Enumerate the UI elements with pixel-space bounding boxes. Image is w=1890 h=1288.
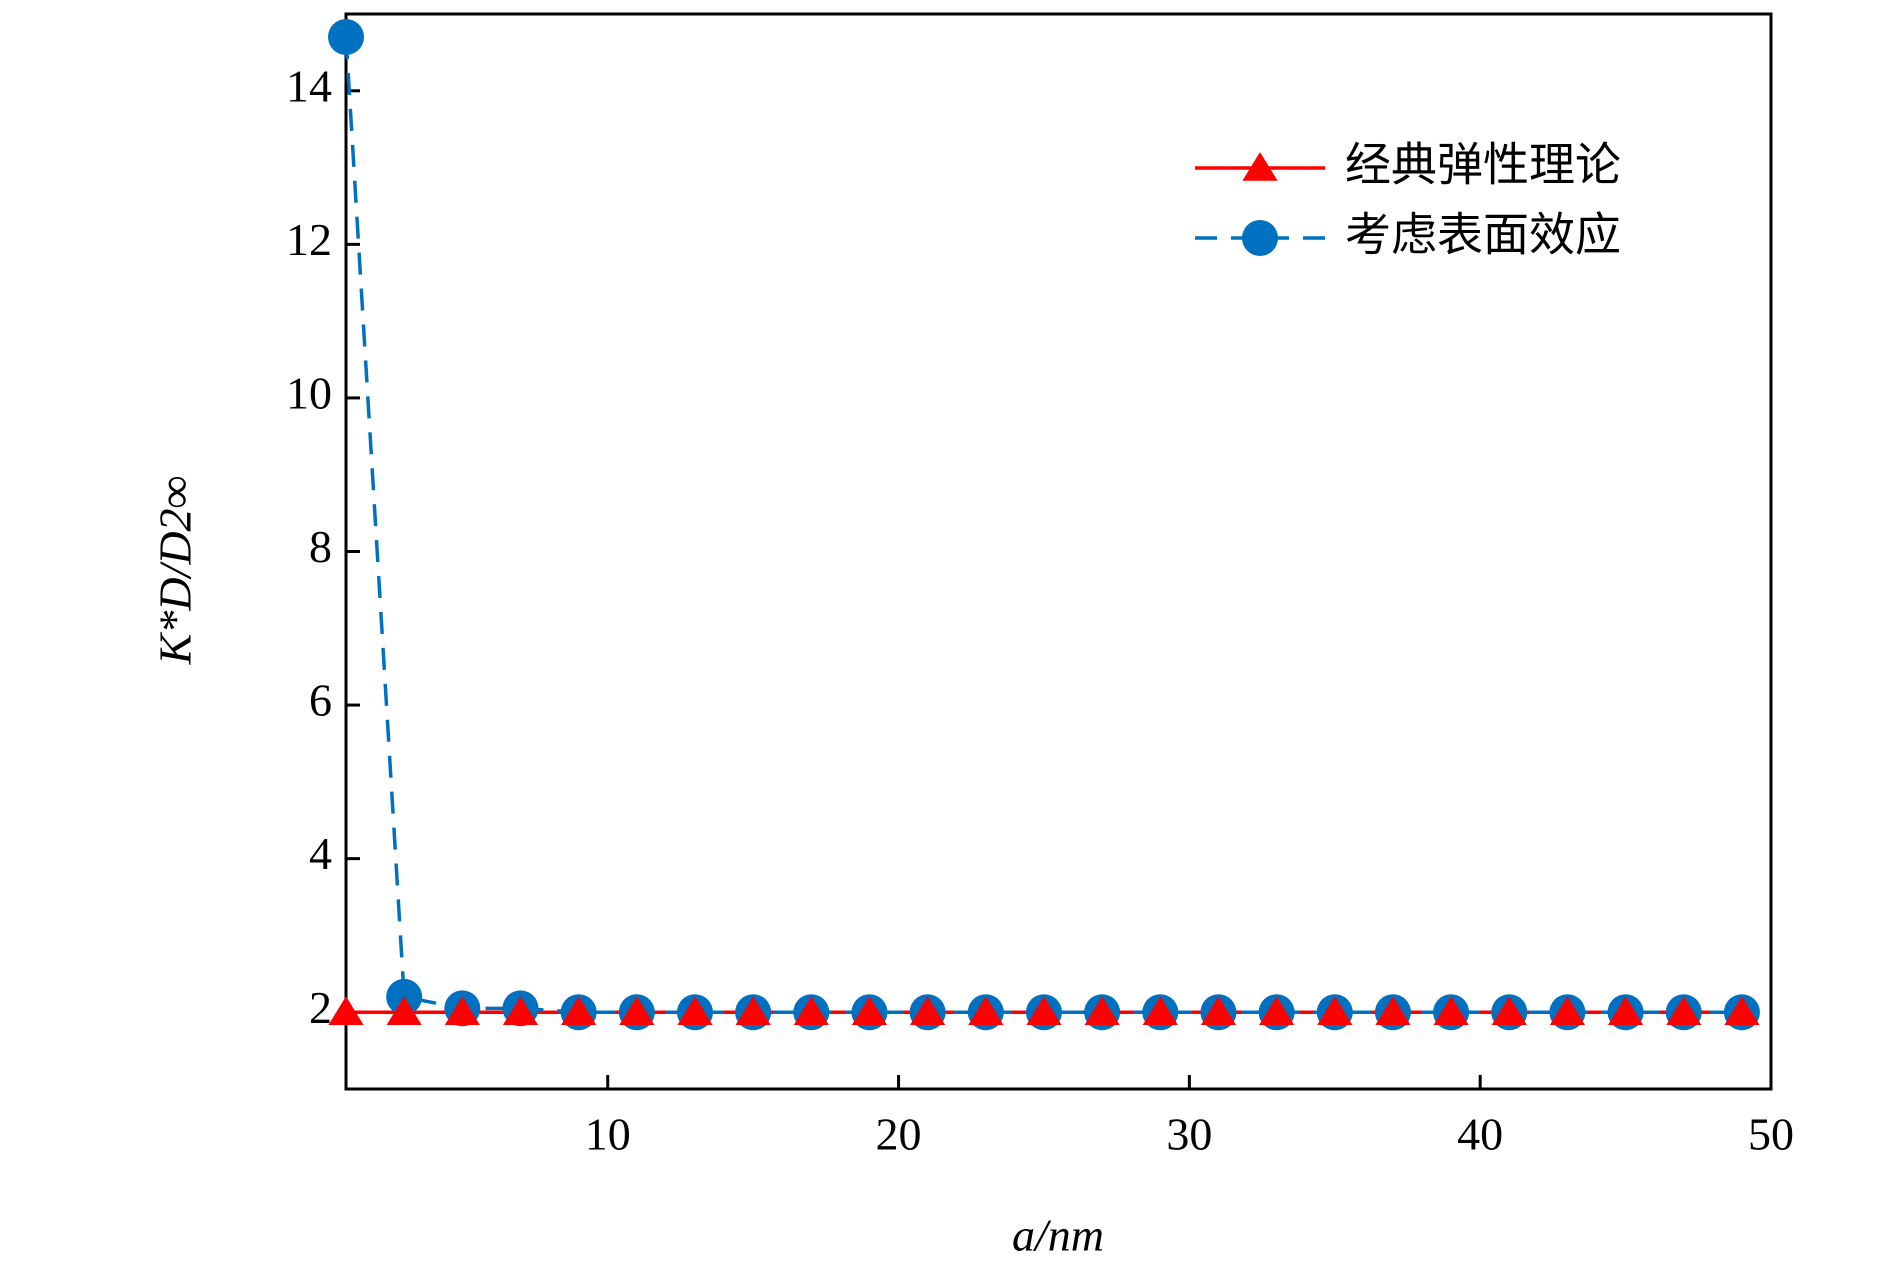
legend-label: 考虑表面效应	[1345, 208, 1621, 262]
point	[561, 996, 597, 1026]
point	[1433, 996, 1469, 1026]
y-axis-label: K*D/D2∞	[150, 476, 201, 666]
point	[1549, 996, 1586, 1026]
x-tick-label: 50	[1748, 1109, 1794, 1160]
legend-marker	[1242, 220, 1278, 256]
y-tick-label: 6	[309, 675, 332, 726]
point	[1084, 996, 1120, 1026]
x-tick-label: 10	[585, 1109, 631, 1160]
legend-label: 经典弹性理论	[1345, 138, 1621, 192]
y-tick-label: 4	[309, 828, 332, 879]
legend-marker	[1242, 152, 1278, 181]
y-tick-label: 10	[286, 367, 332, 418]
point	[677, 996, 713, 1026]
y-tick-label: 14	[286, 60, 332, 111]
point	[1026, 996, 1062, 1026]
point	[1375, 996, 1411, 1026]
point	[1491, 996, 1527, 1026]
y-tick-label: 8	[309, 521, 332, 572]
point	[444, 996, 480, 1026]
point	[328, 996, 364, 1026]
point	[502, 996, 539, 1026]
point	[619, 996, 655, 1026]
point	[851, 996, 888, 1026]
x-axis-label: a/nm	[1012, 1210, 1104, 1261]
point	[1607, 996, 1644, 1026]
x-tick-label: 40	[1457, 1109, 1503, 1160]
point	[386, 996, 422, 1026]
point	[968, 996, 1004, 1026]
point	[793, 996, 829, 1026]
point	[1666, 996, 1702, 1026]
point	[1724, 996, 1760, 1026]
point	[910, 996, 946, 1026]
point	[1200, 996, 1237, 1026]
point	[1259, 996, 1295, 1026]
point	[1317, 996, 1353, 1026]
y-tick-label: 12	[286, 214, 332, 265]
point	[1142, 996, 1178, 1026]
point	[328, 19, 364, 56]
x-tick-label: 30	[1166, 1109, 1212, 1160]
point	[735, 996, 771, 1026]
x-tick-label: 20	[876, 1109, 922, 1160]
y-tick-label: 2	[309, 982, 332, 1033]
